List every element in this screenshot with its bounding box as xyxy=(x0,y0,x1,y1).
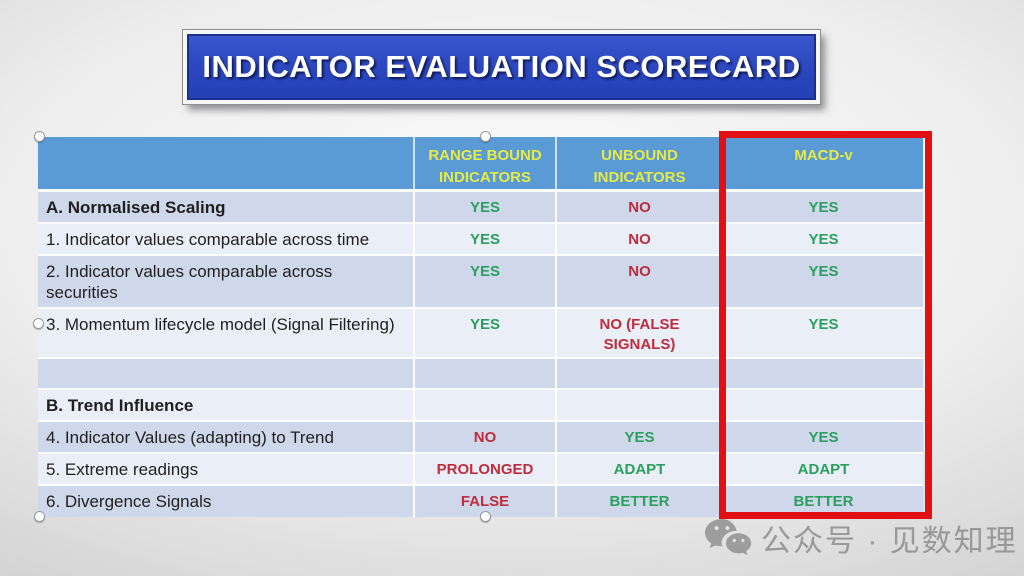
selection-handle-left-middle[interactable] xyxy=(33,318,44,329)
value-cell xyxy=(555,359,722,388)
selection-handle-top-left[interactable] xyxy=(34,131,45,142)
table-row: 3. Momentum lifecycle model (Signal Filt… xyxy=(38,309,923,359)
selection-handle-bottom-left[interactable] xyxy=(34,511,45,522)
slide-title: INDICATOR EVALUATION SCORECARD xyxy=(202,49,801,84)
selection-handle-top-center[interactable] xyxy=(480,131,491,142)
value-cell: NO xyxy=(555,224,722,254)
table-row: 4. Indicator Values (adapting) to Trend N… xyxy=(38,422,923,454)
column-header xyxy=(38,137,413,189)
column-header: RANGE BOUND INDICATORS xyxy=(413,137,555,189)
wechat-icon xyxy=(705,519,752,556)
selection-handle-bottom-center[interactable] xyxy=(480,511,491,522)
row-label: A. Normalised Scaling xyxy=(46,198,226,217)
row-label: 1. Indicator values comparable across ti… xyxy=(46,230,370,249)
watermark-text: 公众号 · 见数知理 xyxy=(761,525,1018,558)
value-cell: YES xyxy=(413,192,555,222)
value-cell xyxy=(413,390,555,420)
value-cell: NO xyxy=(413,422,555,452)
table-row: B. Trend Influence xyxy=(38,390,923,422)
macdv-highlight-box xyxy=(719,131,932,519)
value-cell: PROLONGED xyxy=(413,454,555,484)
value-cell xyxy=(555,390,722,420)
value-cell: YES xyxy=(413,224,555,254)
row-label: B. Trend Influence xyxy=(46,396,194,415)
value-cell: ADAPT xyxy=(555,454,722,484)
value-cell: BETTER xyxy=(555,486,722,517)
value-cell xyxy=(413,359,555,388)
row-label xyxy=(38,359,413,388)
table-row: 1. Indicator values comparable across ti… xyxy=(38,224,923,256)
value-cell: NO (FALSE SIGNALS) xyxy=(555,309,722,357)
row-label: 3. Momentum lifecycle model (Signal Filt… xyxy=(46,315,395,334)
value-cell: FALSE xyxy=(413,486,555,517)
table-row: A. Normalised Scaling YES NO YES xyxy=(38,192,923,224)
row-label: 5. Extreme readings xyxy=(46,460,199,479)
table-body: A. Normalised Scaling YES NO YES 1. Indicato… xyxy=(38,189,923,517)
value-cell: YES xyxy=(413,309,555,357)
watermark: 公众号 · 见数知理 xyxy=(703,516,1018,560)
scorecard-table[interactable]: RANGE BOUND INDICATORS UNBOUND INDICATORS… xyxy=(38,137,923,517)
value-cell: NO xyxy=(555,192,722,222)
row-label: 6. Divergence Signals xyxy=(46,492,212,511)
title-banner: INDICATOR EVALUATION SCORECARD xyxy=(183,30,820,104)
table-row: 5. Extreme readings PROLONGED ADAPT ADAPT xyxy=(38,454,923,486)
row-label: 2. Indicator values comparable across se… xyxy=(46,262,333,302)
value-cell: NO xyxy=(555,256,722,307)
value-cell: YES xyxy=(413,256,555,307)
table-row xyxy=(38,359,923,390)
table-row: 2. Indicator values comparable across se… xyxy=(38,256,923,309)
table-header-row: RANGE BOUND INDICATORS UNBOUND INDICATORS… xyxy=(38,137,923,189)
value-cell: YES xyxy=(555,422,722,452)
row-label: 4. Indicator Values (adapting) to Trend xyxy=(46,428,334,447)
column-header: UNBOUND INDICATORS xyxy=(555,137,722,189)
